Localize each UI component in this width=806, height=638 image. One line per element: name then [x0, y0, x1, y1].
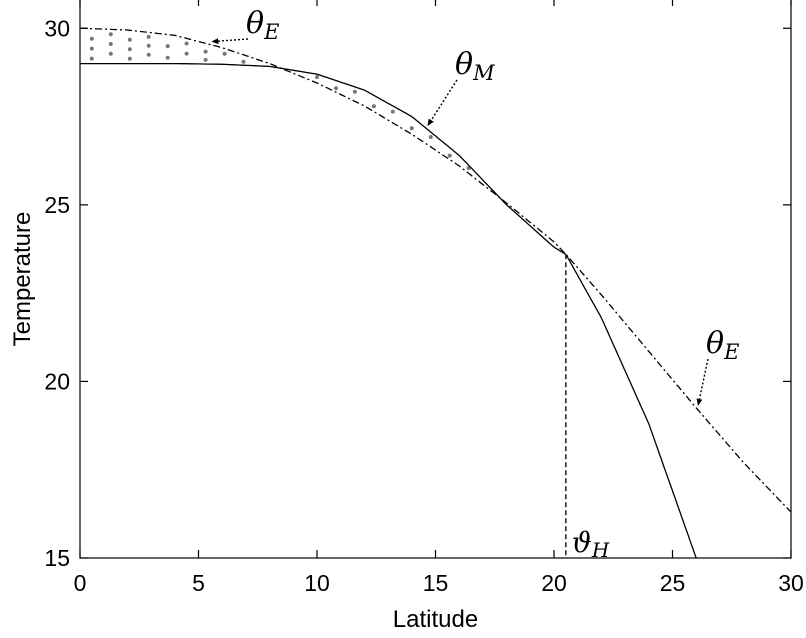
hatch-dot: [222, 51, 227, 56]
y-tick-label: 25: [44, 192, 70, 218]
hatch-dot: [127, 37, 132, 42]
x-tick-label: 30: [778, 570, 804, 596]
hatch-dot: [108, 51, 113, 56]
hatch-dot: [428, 135, 433, 139]
hatch-dot: [127, 47, 132, 52]
hatch-dot: [352, 89, 357, 94]
plot-frame: [79, 0, 792, 559]
hatch-dot: [127, 56, 132, 61]
hatch-dot: [390, 109, 395, 114]
ticks: 0 5 10 15 20 25 30 15 20 25 30: [44, 0, 804, 596]
x-tick-label: 0: [74, 570, 87, 596]
series-line-theta-m: [80, 62, 697, 559]
x-tick-label: 15: [423, 570, 449, 596]
x-axis-label: Latitude: [393, 606, 478, 633]
hatch-dot: [146, 34, 151, 39]
hatch-dot: [89, 56, 94, 61]
annotation-arrow: [427, 79, 458, 127]
annotation-label: θE: [706, 326, 739, 364]
hatch-dot: [315, 75, 319, 80]
hatch-dot: [409, 126, 414, 131]
vertical-marker: ϑH: [565, 254, 610, 562]
x-tick-label: 20: [541, 570, 567, 596]
y-tick-label: 15: [44, 545, 70, 571]
y-tick-label: 20: [44, 368, 70, 394]
hatch-dot: [108, 42, 113, 46]
hatch-dot: [89, 46, 94, 51]
annotation-arrow: [211, 38, 249, 45]
x-tick-label: 25: [660, 570, 686, 596]
hatch-dot: [203, 49, 208, 54]
hatch-dot: [108, 32, 113, 37]
annotations: θE θM θE: [211, 6, 739, 406]
annotation-label: θE: [246, 6, 279, 44]
hatch-dot: [146, 43, 151, 48]
x-tick-label: 10: [304, 570, 330, 596]
vertical-marker-label: ϑH: [572, 526, 610, 562]
hatch-dot: [447, 153, 452, 158]
hatch-dot: [89, 36, 94, 41]
hatch-dot: [203, 57, 208, 62]
hatch-dot: [334, 86, 338, 91]
axes: [79, 0, 792, 559]
x-tick-label: 5: [192, 570, 205, 596]
hatch-dot: [241, 59, 246, 64]
y-axis-label: Temperature: [9, 212, 36, 347]
series-line-theta-e: [80, 27, 792, 513]
hatch-dot: [165, 55, 170, 60]
hatch-dot: [371, 104, 376, 109]
hatch-dot: [165, 44, 170, 49]
y-tick-label: 30: [44, 15, 70, 41]
annotation-arrow: [696, 358, 709, 406]
hatch-dot: [184, 41, 189, 46]
hatch-dot: [146, 52, 151, 57]
hatch-dot: [184, 51, 189, 56]
annotation-label: θM: [455, 47, 495, 85]
series-lines: [80, 27, 792, 559]
hatch-dots: [89, 32, 471, 170]
